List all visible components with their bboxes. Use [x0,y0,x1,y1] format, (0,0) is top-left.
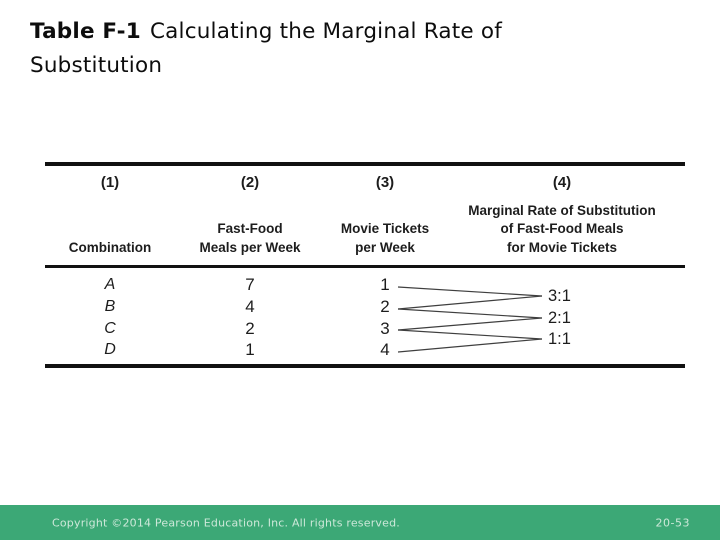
table-number-label: Table F-1 [30,19,141,44]
title-line1: Table F-1 Calculating the Marginal Rate o… [30,15,502,49]
title-text: Calculating the Marginal Rate of [149,19,503,44]
mrs-value-cd: 1:1 [548,330,571,348]
row-a-tickets: 1 [380,275,390,294]
row-d-tickets: 4 [380,340,390,359]
mrs-value-bc: 2:1 [548,309,571,327]
column-number-4: (4) [552,174,572,191]
row-a-meals: 7 [245,275,255,294]
mrs-value-ab: 3:1 [548,287,571,305]
row-d-meals: 1 [245,340,255,359]
page-number: 20-53 [655,516,690,529]
row-b-combination: B [104,298,116,315]
row-c-combination: C [104,320,116,337]
row-c-tickets: 3 [380,319,390,338]
column-header-meals: Fast-Food Meals per Week [199,221,301,255]
row-b-meals: 4 [245,297,255,316]
mrs-table: (1) (2) (3) (4) Combination Fast-Food Me… [45,162,685,368]
row-d-combination: D [104,341,116,358]
column-number-2: (2) [240,174,260,191]
row-c-meals: 2 [245,319,255,338]
table-bottom-rule [45,364,685,368]
mrs-connector-lines [397,286,543,353]
row-a-combination: A [104,276,116,293]
column-header-tickets: Movie Tickets per Week [340,221,430,255]
column-header-mrs: Marginal Rate of Substitution of Fast-Fo… [468,202,656,255]
table-top-rule [45,162,685,166]
copyright-text: Copyright ©2014 Pearson Education, Inc. … [52,516,400,529]
slide-title: Table F-1 Calculating the Marginal Rate o… [30,15,502,83]
table-header-rule [45,265,685,268]
column-number-3: (3) [375,174,395,191]
row-b-tickets: 2 [380,297,390,316]
footer-bar: Copyright ©2014 Pearson Education, Inc. … [0,505,720,540]
column-number-1: (1) [100,174,120,191]
column-header-combination: Combination [68,239,152,255]
title-line2: Substitution [30,53,163,78]
